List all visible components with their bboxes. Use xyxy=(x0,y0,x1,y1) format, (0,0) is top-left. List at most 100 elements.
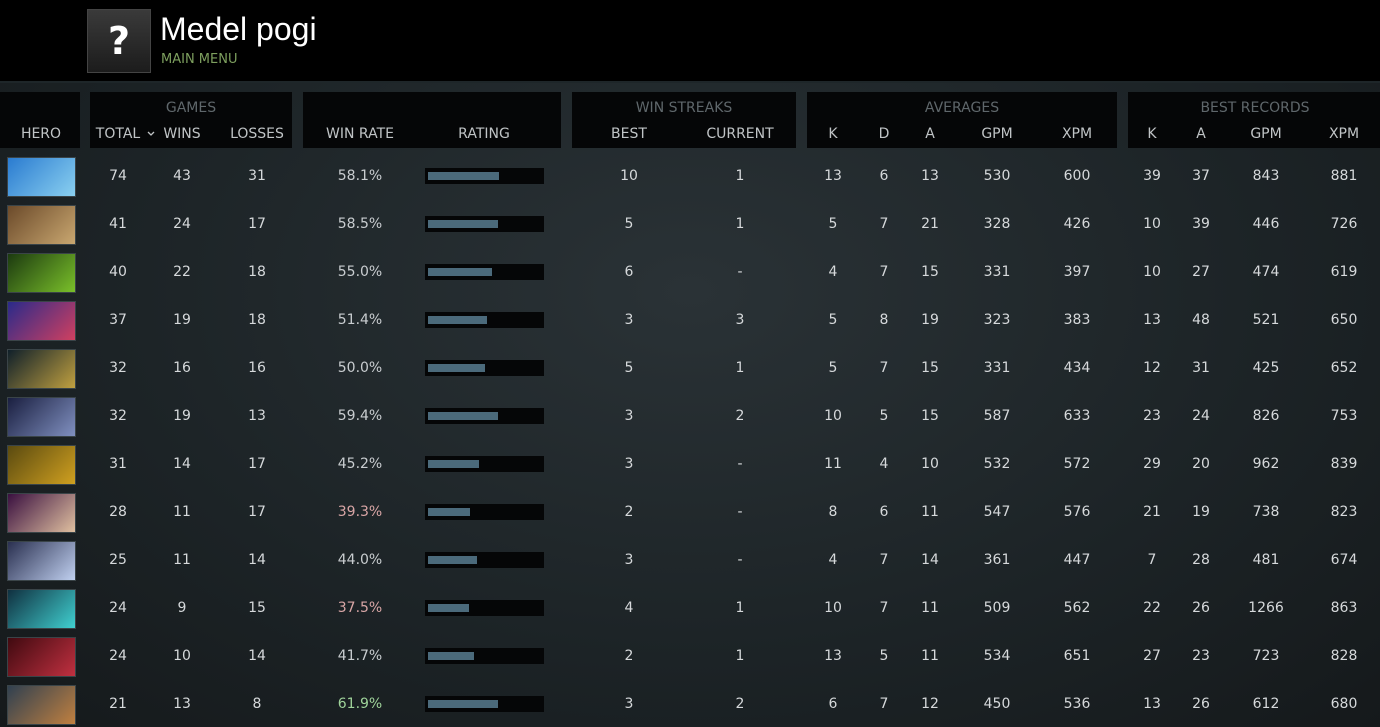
cell: 7 xyxy=(879,600,889,616)
column-header[interactable]: XPM xyxy=(1328,126,1360,142)
cell: 43 xyxy=(173,168,191,184)
hero-icon[interactable] xyxy=(7,301,76,341)
cell: 823 xyxy=(1330,504,1358,520)
cell: 37 xyxy=(1192,168,1210,184)
cell: 32 xyxy=(109,360,127,376)
cell: 25 xyxy=(109,552,127,568)
rating-bar xyxy=(428,508,470,516)
column-header[interactable]: D xyxy=(878,126,890,142)
cell: 532 xyxy=(983,456,1011,472)
rating-bar xyxy=(428,700,499,708)
hero-icon[interactable] xyxy=(7,637,76,677)
cell: 5 xyxy=(879,408,889,424)
cell: 446 xyxy=(1252,216,1280,232)
hero-icon[interactable] xyxy=(7,205,76,245)
column-header[interactable]: A xyxy=(925,126,935,142)
hero-icon[interactable] xyxy=(7,349,76,389)
cell: 328 xyxy=(983,216,1011,232)
column-header[interactable]: XPM xyxy=(1061,126,1093,142)
column-header[interactable]: A xyxy=(1196,126,1206,142)
cell: 534 xyxy=(983,648,1011,664)
cell: 14 xyxy=(921,552,939,568)
cell: 13 xyxy=(1143,696,1161,712)
group-header: GAMES xyxy=(165,100,217,116)
main-menu-link[interactable]: MAIN MENU xyxy=(161,52,238,67)
cell: 19 xyxy=(173,408,191,424)
cell: 600 xyxy=(1063,168,1091,184)
cell: 651 xyxy=(1063,648,1091,664)
cell: 7 xyxy=(879,552,889,568)
header-panel xyxy=(303,92,561,148)
column-header[interactable]: TOTAL xyxy=(95,126,141,142)
cell: 48 xyxy=(1192,312,1210,328)
cell: 521 xyxy=(1252,312,1280,328)
cell: 26 xyxy=(1192,696,1210,712)
cell: 10 xyxy=(173,648,191,664)
cell: 13 xyxy=(824,168,842,184)
rating-bar xyxy=(428,220,499,228)
cell: 426 xyxy=(1063,216,1091,232)
rating-bar-track xyxy=(425,456,544,472)
cell: 674 xyxy=(1330,552,1358,568)
cell: 2 xyxy=(624,648,634,664)
column-header[interactable]: K xyxy=(828,126,838,142)
cell: 10 xyxy=(921,456,939,472)
cell: 15 xyxy=(921,408,939,424)
hero-icon[interactable] xyxy=(7,541,76,581)
cell: 13 xyxy=(173,696,191,712)
cell: 5 xyxy=(879,648,889,664)
group-header: AVERAGES xyxy=(924,100,1000,116)
cell: 1 xyxy=(735,648,745,664)
hero-icon[interactable] xyxy=(7,685,76,725)
rating-bar xyxy=(428,604,469,612)
cell: 5 xyxy=(624,216,634,232)
hero-icon[interactable] xyxy=(7,445,76,485)
cell: 18 xyxy=(248,264,266,280)
cell: 44.0% xyxy=(337,552,383,568)
cell: 29 xyxy=(1143,456,1161,472)
cell: 881 xyxy=(1330,168,1358,184)
cell: 450 xyxy=(983,696,1011,712)
rating-bar-track xyxy=(425,360,544,376)
cell: 572 xyxy=(1063,456,1091,472)
hero-icon[interactable] xyxy=(7,493,76,533)
cell: 434 xyxy=(1063,360,1091,376)
column-header[interactable]: WIN RATE xyxy=(326,126,394,142)
hero-icon[interactable] xyxy=(7,157,76,197)
cell: 447 xyxy=(1063,552,1091,568)
rating-bar-track xyxy=(425,696,544,712)
column-header[interactable]: HERO xyxy=(20,126,62,142)
column-header[interactable]: K xyxy=(1147,126,1157,142)
column-header[interactable]: GPM xyxy=(1250,126,1282,142)
column-header[interactable]: GPM xyxy=(981,126,1013,142)
rating-bar-track xyxy=(425,600,544,616)
cell: 27 xyxy=(1143,648,1161,664)
column-header[interactable]: BEST xyxy=(611,126,647,142)
cell: 74 xyxy=(109,168,127,184)
cell: 16 xyxy=(248,360,266,376)
column-header[interactable]: RATING xyxy=(458,126,510,142)
cell: 962 xyxy=(1252,456,1280,472)
hero-icon[interactable] xyxy=(7,589,76,629)
cell: 3 xyxy=(624,312,634,328)
column-header[interactable]: CURRENT xyxy=(706,126,774,142)
hero-icon[interactable] xyxy=(7,253,76,293)
cell: 24 xyxy=(1192,408,1210,424)
column-header[interactable]: WINS xyxy=(163,126,201,142)
column-header[interactable]: LOSSES xyxy=(230,126,284,142)
cell: 21 xyxy=(921,216,939,232)
cell: 1266 xyxy=(1248,600,1284,616)
cell: 17 xyxy=(248,216,266,232)
hero-icon[interactable] xyxy=(7,397,76,437)
rating-bar xyxy=(428,556,477,564)
cell: 10 xyxy=(1143,264,1161,280)
cell: 536 xyxy=(1063,696,1091,712)
cell: 19 xyxy=(173,312,191,328)
cell: - xyxy=(737,264,743,280)
cell: 562 xyxy=(1063,600,1091,616)
rating-bar xyxy=(428,268,493,276)
cell: 331 xyxy=(983,360,1011,376)
cell: 23 xyxy=(1192,648,1210,664)
cell: 863 xyxy=(1330,600,1358,616)
